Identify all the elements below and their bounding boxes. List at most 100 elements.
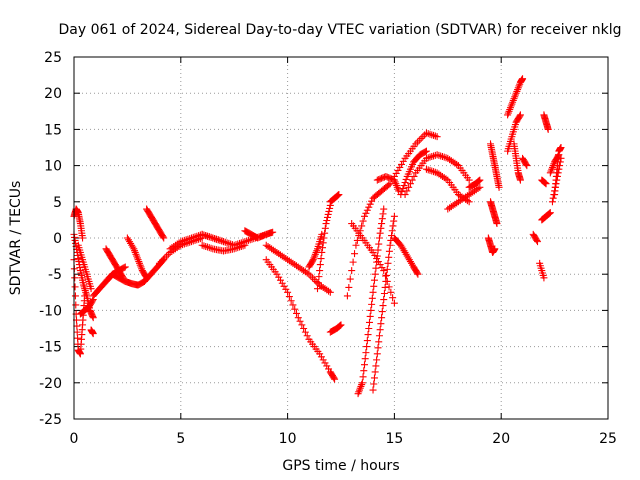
data-point xyxy=(360,212,368,220)
data-point xyxy=(298,321,306,329)
data-point xyxy=(293,309,300,317)
data-point xyxy=(232,244,240,252)
data-point xyxy=(433,169,441,177)
data-point xyxy=(369,248,377,256)
data-point xyxy=(287,258,295,266)
data-point xyxy=(398,160,406,168)
plot-frame xyxy=(73,56,609,420)
y-tick-label: 5 xyxy=(53,195,62,211)
data-point xyxy=(294,263,302,271)
data-point xyxy=(301,268,309,276)
data-point xyxy=(373,252,381,260)
data-point xyxy=(374,344,382,352)
data-point xyxy=(399,157,407,165)
chart-title: Day 061 of 2024, Sidereal Day-to-day VTE… xyxy=(59,22,622,38)
data-point xyxy=(175,239,183,247)
data-point xyxy=(89,297,97,305)
data-point xyxy=(211,235,219,243)
data-point xyxy=(519,75,527,83)
series-arc10 xyxy=(102,245,127,282)
data-point xyxy=(540,274,548,282)
data-point xyxy=(471,187,478,195)
data-point xyxy=(119,274,127,282)
data-point xyxy=(453,160,461,168)
data-point xyxy=(365,203,373,211)
data-point xyxy=(326,204,334,212)
data-point xyxy=(335,191,343,199)
x-tick-label: 5 xyxy=(176,431,185,447)
series-arc41 xyxy=(519,154,531,170)
data-point xyxy=(321,229,329,237)
data-point xyxy=(446,156,454,164)
series-arc30 xyxy=(397,147,430,199)
data-point xyxy=(361,355,369,363)
data-point xyxy=(315,273,323,281)
series-arc38 xyxy=(504,75,527,119)
data-point xyxy=(435,170,443,178)
data-point xyxy=(202,232,210,240)
data-point xyxy=(554,152,562,160)
data-point xyxy=(316,261,324,269)
y-tick-label: -15 xyxy=(39,340,62,356)
data-point xyxy=(389,222,397,230)
data-point xyxy=(121,263,129,271)
y-tick-label: -10 xyxy=(39,303,62,319)
data-point xyxy=(435,151,443,159)
data-point xyxy=(171,241,179,249)
data-point xyxy=(209,234,217,242)
data-point xyxy=(276,276,284,284)
data-point xyxy=(319,356,327,364)
data-point xyxy=(280,282,288,290)
data-point xyxy=(395,187,403,195)
data-point xyxy=(79,234,87,242)
data-point xyxy=(200,242,208,250)
data-point xyxy=(318,248,326,256)
data-point xyxy=(372,264,380,272)
data-point xyxy=(320,234,328,242)
series-arc01 xyxy=(70,205,87,242)
data-point xyxy=(428,131,436,139)
data-point xyxy=(220,238,228,246)
data-point xyxy=(403,187,411,195)
data-point xyxy=(378,314,386,322)
data-point xyxy=(428,153,436,161)
series-arc34 xyxy=(465,176,484,191)
data-point xyxy=(377,224,385,232)
data-point xyxy=(73,322,81,330)
data-point xyxy=(348,267,356,275)
data-point xyxy=(383,271,391,279)
data-point xyxy=(475,177,483,185)
data-point xyxy=(321,359,329,367)
data-point xyxy=(430,168,438,176)
data-point xyxy=(207,244,215,252)
data-point xyxy=(541,178,549,186)
data-point xyxy=(323,362,331,370)
data-point xyxy=(365,318,373,326)
data-point xyxy=(360,361,368,369)
data-point xyxy=(284,256,292,264)
data-point xyxy=(375,240,383,248)
data-point xyxy=(534,238,542,246)
data-point xyxy=(476,176,484,184)
data-point xyxy=(365,325,373,332)
data-point xyxy=(402,175,410,183)
data-point xyxy=(380,267,388,275)
data-point xyxy=(366,200,374,208)
series-arc35 xyxy=(487,140,503,191)
data-point xyxy=(495,183,503,191)
y-tick-label: 25 xyxy=(44,50,62,66)
data-point xyxy=(318,244,326,252)
data-point xyxy=(458,195,466,203)
data-point xyxy=(269,246,277,254)
data-point xyxy=(541,179,549,187)
data-point xyxy=(246,236,254,244)
data-point xyxy=(437,152,445,160)
data-point xyxy=(516,112,524,120)
data-point xyxy=(389,294,397,302)
series-arc05 xyxy=(74,241,95,293)
axis-ticks: 0 5 10 15 20 25 -25 -20 -15 -10 -5 0 5 10 15 20 25 xyxy=(39,50,617,447)
series-arc33 xyxy=(444,183,484,213)
series-arc49 xyxy=(546,151,563,177)
data-point xyxy=(285,257,293,265)
data-point xyxy=(72,301,80,309)
